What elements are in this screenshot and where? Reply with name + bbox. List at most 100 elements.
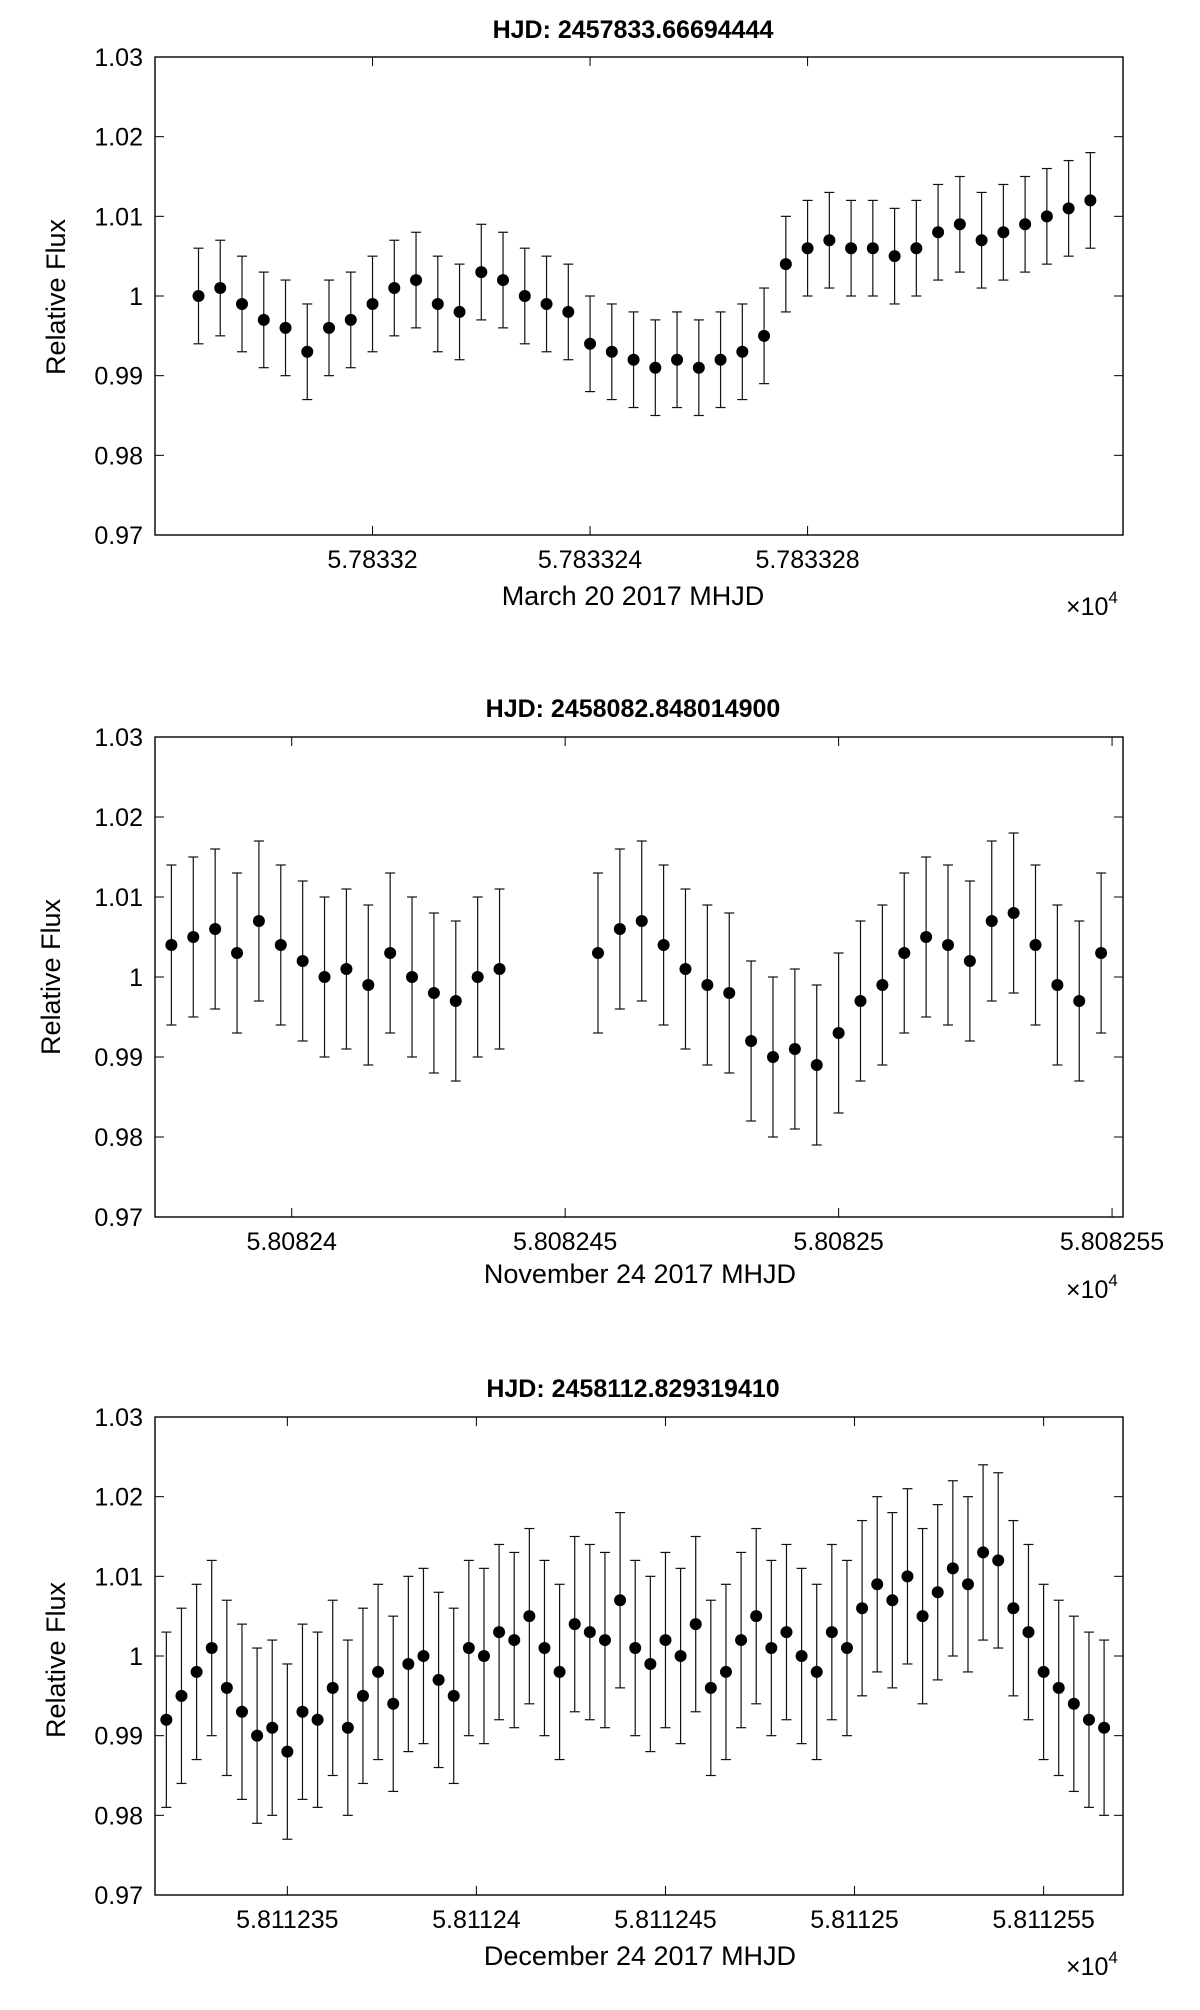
data-point xyxy=(901,1570,914,1583)
panel-2-ytick-label: 1.01 xyxy=(94,884,143,912)
panel-1-xlabel: March 20 2017 MHJD xyxy=(502,581,765,611)
data-point xyxy=(449,995,462,1007)
data-point xyxy=(568,1618,581,1631)
data-point xyxy=(406,971,419,983)
panel-2-ytick-label: 1.02 xyxy=(94,804,143,832)
data-point xyxy=(583,1626,596,1639)
panel-3-data xyxy=(160,1464,1111,1840)
panel-3-x-multiplier: ×104 xyxy=(1066,1948,1118,1981)
data-point xyxy=(326,1681,339,1694)
panel-1-title: HJD: 2457833.66694444 xyxy=(493,16,774,44)
data-point xyxy=(825,1626,838,1639)
panel-2-ytick-label: 1 xyxy=(129,964,143,992)
data-point xyxy=(497,274,510,287)
panel-1-ytick-label: 1.01 xyxy=(94,203,143,231)
data-point xyxy=(523,1610,536,1623)
panel-3-title: HJD: 2458112.829319410 xyxy=(486,1375,779,1403)
data-point xyxy=(635,915,648,927)
data-point xyxy=(704,1681,717,1694)
panel-1: HJD: 2457833.66694444 Relative Flux 0.97… xyxy=(41,16,1124,621)
panel-3-ytick-label: 0.98 xyxy=(94,1802,143,1830)
data-point xyxy=(257,313,270,326)
data-point xyxy=(871,1578,884,1591)
data-point xyxy=(165,939,178,951)
data-point xyxy=(187,931,200,943)
data-point xyxy=(788,1043,801,1055)
data-point xyxy=(311,1713,324,1726)
data-point xyxy=(736,345,749,358)
data-point xyxy=(689,1618,702,1631)
data-point xyxy=(605,345,618,358)
data-point xyxy=(447,1689,460,1702)
data-point xyxy=(431,297,444,310)
data-point xyxy=(427,987,440,999)
data-point xyxy=(916,1610,929,1623)
panel-3-axes xyxy=(154,1416,1124,1896)
panel-1-xtick-label: 5.783328 xyxy=(755,546,859,574)
data-point xyxy=(1095,947,1108,959)
data-point xyxy=(205,1642,218,1655)
data-point xyxy=(627,353,640,366)
data-point xyxy=(946,1562,959,1575)
data-point xyxy=(758,329,771,342)
data-point xyxy=(1019,218,1032,231)
data-point xyxy=(274,939,287,951)
data-point xyxy=(598,1634,611,1647)
panel-1-data xyxy=(192,152,1097,417)
data-point xyxy=(296,1705,309,1718)
panel-2-ytick-label: 1.03 xyxy=(94,724,143,752)
panel-1-ytick-label: 0.99 xyxy=(94,363,143,391)
panel-1-x-multiplier: ×104 xyxy=(1066,588,1118,621)
data-point xyxy=(845,242,858,255)
data-point xyxy=(953,218,966,231)
data-point xyxy=(674,1650,687,1662)
panel-3-ytick-label: 1.02 xyxy=(94,1484,143,1512)
data-point xyxy=(649,361,662,374)
panel-3: HJD: 2458112.829319410 Relative Flux 0.9… xyxy=(41,1375,1124,1981)
data-point xyxy=(301,345,314,358)
data-point xyxy=(209,923,222,935)
panel-2-ylabel: Relative Flux xyxy=(36,898,66,1055)
panel-2-ticks: 0.97 0.98 0.99 1 1.01 1.02 1.03 5.80824 5.808245… xyxy=(94,724,1164,1256)
data-point xyxy=(1067,1697,1080,1710)
panel-3-ytick-label: 0.99 xyxy=(94,1723,143,1751)
data-point xyxy=(886,1594,899,1607)
data-point xyxy=(941,939,954,951)
data-point xyxy=(1098,1721,1111,1734)
data-point xyxy=(629,1642,642,1655)
data-point xyxy=(910,242,923,255)
panel-3-xtick-label: 5.811245 xyxy=(614,1906,716,1934)
data-point xyxy=(961,1578,974,1591)
panel-1-ylabel: Relative Flux xyxy=(41,218,71,375)
data-point xyxy=(553,1665,566,1678)
data-point xyxy=(975,234,988,247)
data-point xyxy=(266,1721,279,1734)
data-point xyxy=(235,1705,248,1718)
data-point xyxy=(735,1634,748,1647)
data-point xyxy=(1051,979,1064,991)
data-point xyxy=(679,963,692,975)
data-point xyxy=(214,282,227,295)
data-point xyxy=(410,274,423,287)
data-point xyxy=(493,963,506,975)
data-point xyxy=(644,1657,657,1670)
data-point xyxy=(417,1650,430,1662)
data-point xyxy=(795,1650,808,1662)
panel-2-ytick-label: 0.97 xyxy=(94,1204,143,1232)
data-point xyxy=(701,979,714,991)
panel-2-data xyxy=(165,832,1108,1146)
data-point xyxy=(719,1665,732,1678)
data-point xyxy=(508,1634,521,1647)
data-point xyxy=(614,1594,627,1607)
data-point xyxy=(997,226,1010,239)
data-point xyxy=(766,1051,779,1063)
data-point xyxy=(251,1729,264,1742)
data-point xyxy=(341,1721,354,1734)
data-point xyxy=(920,931,933,943)
panel-3-xtick-label: 5.81124 xyxy=(432,1906,521,1934)
data-point xyxy=(388,282,401,295)
data-point xyxy=(493,1626,506,1639)
data-point xyxy=(810,1665,823,1678)
panel-2-x-multiplier: ×104 xyxy=(1066,1271,1118,1304)
data-point xyxy=(745,1035,758,1047)
